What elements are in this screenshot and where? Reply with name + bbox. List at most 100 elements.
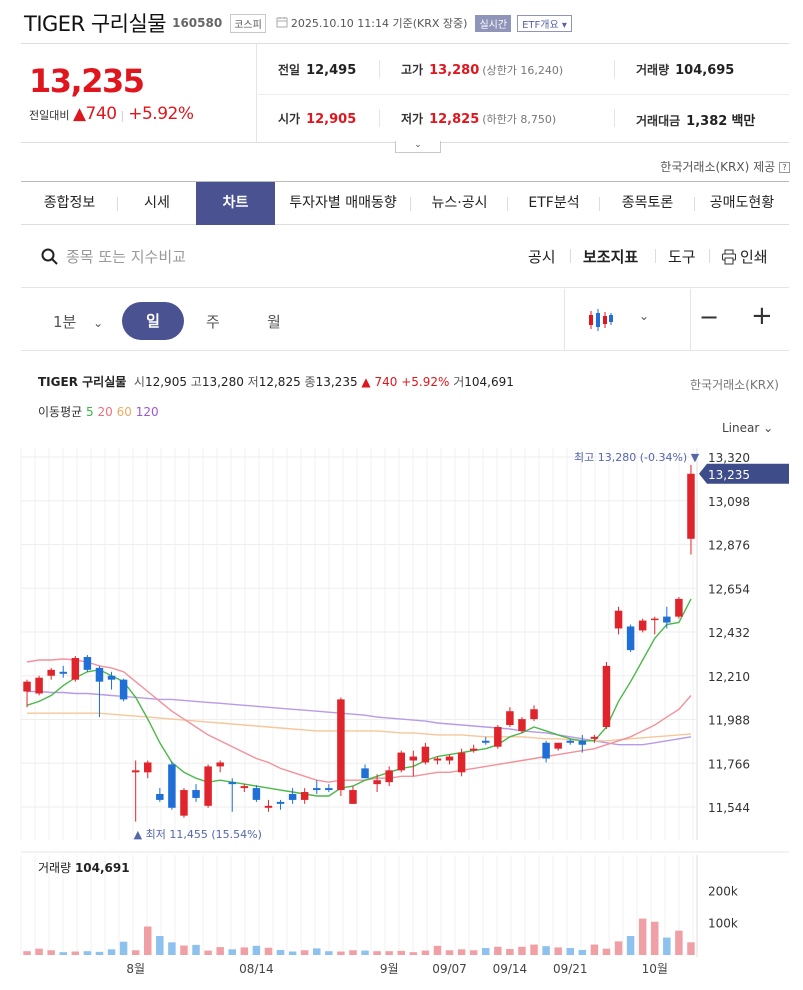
diff-value: ▲740 (72, 104, 117, 124)
timestamp: 2025.10.10 11:14 기준(KRX 장중) (291, 15, 468, 31)
period-selector: 1분 ⌄ 일 주 월 ⌄ − + (21, 289, 789, 351)
volume-bar (457, 949, 466, 955)
y-tick-label: 11,988 (708, 714, 750, 728)
min-annotation: ▲ 최저 11,455 (15.54%) (134, 828, 262, 841)
volume-bar (47, 950, 55, 955)
etf-overview-label: ETF개요 (522, 19, 559, 31)
zoom-out-button[interactable]: − (699, 303, 720, 331)
zoom-in-button[interactable]: + (751, 301, 773, 331)
compare-search[interactable]: 종목 또는 지수비교 (41, 246, 186, 267)
collapse-toggle-button[interactable]: ⌄ (395, 141, 441, 153)
volume-bar (566, 948, 574, 955)
caret-down-icon: ▾ (561, 19, 567, 31)
tab-investor-trading[interactable]: 투자자별 매매동향 (275, 182, 411, 225)
print-label: 인쇄 (740, 248, 768, 266)
legend-change: ▲ 740 (361, 375, 398, 389)
volume-bar (204, 950, 212, 955)
indicators-button[interactable]: 보조지표 (583, 248, 639, 266)
moving-average-ma20 (26, 658, 692, 783)
print-button[interactable]: 인쇄 (721, 246, 768, 267)
volume-bar (337, 951, 345, 955)
chevron-down-icon: ⌄ (763, 421, 774, 435)
volume-bar (518, 946, 526, 955)
candle (457, 752, 466, 773)
volume-bar (433, 945, 442, 955)
current-price-label: 13,235 (708, 468, 750, 482)
disclosure-button[interactable]: 공시 (528, 248, 556, 266)
calendar-icon (276, 16, 288, 31)
tab-discussion[interactable]: 종목토론 (600, 182, 695, 225)
candle (349, 790, 357, 804)
volume-bar (361, 950, 369, 955)
candle (373, 780, 381, 785)
price-summary: 13,235 전일대비 ▲740 | +5.92% 전일 12,495 고가 13,28… (21, 43, 789, 143)
volume-bar (578, 949, 587, 955)
candle (687, 473, 695, 539)
candle (144, 762, 152, 773)
minute-select[interactable]: 1분 ⌄ (53, 313, 104, 331)
volume-bar (252, 945, 261, 955)
candle (482, 740, 490, 743)
realtime-badge[interactable]: 실시간 (475, 14, 512, 32)
diff-label: 전일대비 (29, 109, 70, 122)
ma-label: 이동평균 (38, 405, 83, 419)
volume-bar (482, 948, 490, 955)
scale-dropdown[interactable]: Linear ⌄ (722, 421, 774, 435)
tab-overview[interactable]: 종합정보 (21, 182, 118, 225)
low-price: 저가 12,825 (하한가 8,750) (401, 112, 557, 127)
candle (192, 790, 200, 798)
y-tick-label: 13,098 (708, 495, 750, 509)
period-week-button[interactable]: 주 (206, 313, 220, 331)
market-badge: 코스피 (230, 13, 266, 33)
info-icon[interactable]: ? (779, 162, 790, 173)
volume-tick-label: 200k (708, 885, 738, 899)
volume-bar (614, 941, 623, 955)
candle (518, 719, 526, 731)
price-chart[interactable]: 13,320 13,098 12,876 12,654 12,432 12,210 11,9… (0, 440, 803, 990)
volume-tick-label: 100k (708, 916, 738, 930)
candle (288, 793, 297, 800)
candle (180, 790, 188, 816)
tab-etf-analysis[interactable]: ETF분석 (508, 182, 600, 225)
volume-bar (663, 937, 671, 955)
candle (83, 657, 92, 670)
volume-bar (192, 944, 200, 955)
chart-type-dropdown[interactable]: ⌄ (639, 309, 650, 323)
tab-news[interactable]: 뉴스·공시 (411, 182, 508, 225)
candle (506, 711, 514, 726)
candle (542, 742, 550, 759)
volume-bar (542, 946, 550, 955)
volume-bar (409, 952, 418, 955)
period-month-button[interactable]: 월 (267, 313, 281, 331)
tab-chart[interactable]: 차트 (196, 182, 275, 225)
volume-bar (530, 944, 538, 955)
etf-overview-button[interactable]: ETF개요 ▾ (517, 14, 572, 32)
tab-short-selling[interactable]: 공매도현황 (709, 195, 775, 211)
candle (59, 671, 67, 674)
volume-bar (602, 948, 611, 955)
volume-bar (288, 951, 297, 955)
candlestick-chart-icon[interactable] (588, 307, 614, 337)
volume-bar (83, 951, 92, 955)
candle (651, 618, 659, 621)
volume-bar (687, 942, 695, 955)
period-day-button[interactable]: 일 (122, 302, 184, 340)
printer-icon (722, 249, 736, 264)
volume-bar (651, 921, 659, 955)
y-tick-label: 11,544 (708, 801, 750, 815)
open-price: 시가 12,905 (278, 112, 357, 127)
candle (494, 726, 502, 747)
tools-button[interactable]: 도구 (668, 248, 696, 266)
moving-average-legend[interactable]: 이동평균 5 20 60 120 (38, 403, 159, 420)
volume-bar (59, 952, 67, 955)
current-price: 13,235 (29, 62, 145, 100)
volume-bar (373, 951, 381, 955)
y-tick-label: 12,432 (708, 626, 750, 640)
volume-bar (168, 942, 176, 955)
candle (602, 665, 611, 727)
volume-bar (131, 950, 140, 955)
volume-bar (469, 950, 478, 955)
tab-quotes[interactable]: 시세 (144, 195, 170, 211)
volume-legend: 거래량 104,691 (38, 861, 130, 875)
volume-bar (313, 948, 321, 955)
